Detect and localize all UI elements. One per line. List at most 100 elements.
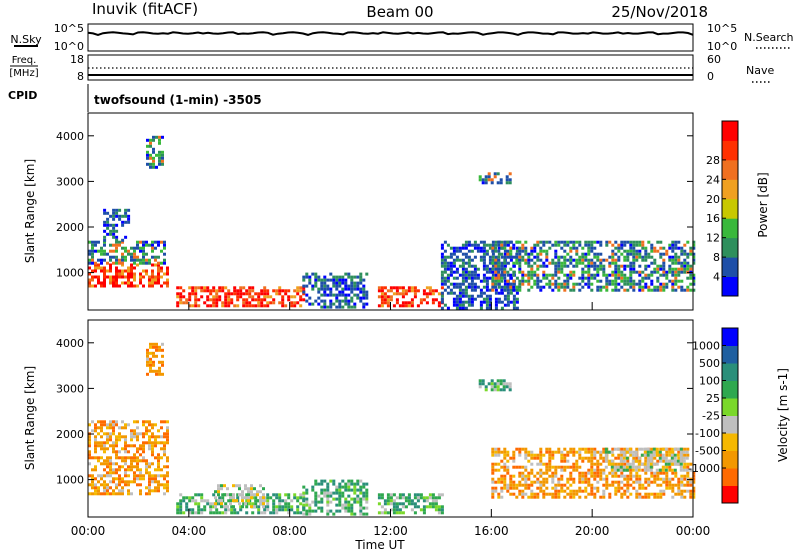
data-cell bbox=[629, 282, 633, 286]
data-cell bbox=[599, 468, 603, 472]
data-cell bbox=[440, 493, 444, 497]
cpid-text: twofsound (1-min) -3505 bbox=[94, 93, 262, 107]
data-cell bbox=[634, 450, 638, 454]
data-cell bbox=[112, 217, 116, 221]
data-cell bbox=[578, 453, 582, 457]
data-cell bbox=[335, 497, 339, 501]
data-cell bbox=[611, 270, 615, 274]
data-cell bbox=[422, 499, 426, 503]
data-cell bbox=[320, 278, 324, 282]
data-cell bbox=[679, 468, 683, 472]
data-cell bbox=[407, 304, 411, 308]
data-cell bbox=[130, 275, 133, 279]
data-cell bbox=[515, 306, 519, 310]
data-cell bbox=[112, 471, 115, 475]
data-cell bbox=[581, 480, 585, 484]
data-cell bbox=[257, 505, 261, 509]
data-cell bbox=[359, 299, 363, 303]
colorbar-segment bbox=[722, 257, 738, 277]
data-cell bbox=[467, 264, 471, 268]
data-cell bbox=[575, 459, 579, 463]
data-cell bbox=[632, 255, 636, 259]
data-cell bbox=[662, 285, 666, 289]
data-cell bbox=[473, 285, 477, 289]
data-cell bbox=[404, 292, 408, 296]
data-cell bbox=[314, 299, 318, 303]
data-cell bbox=[151, 453, 154, 457]
data-cell bbox=[491, 288, 495, 292]
data-cell bbox=[260, 304, 264, 308]
data-cell bbox=[247, 487, 250, 491]
data-cell bbox=[572, 477, 576, 481]
data-cell bbox=[94, 465, 97, 469]
data-cell bbox=[536, 282, 540, 286]
data-cell bbox=[344, 485, 348, 489]
data-cell bbox=[332, 512, 336, 516]
data-cell bbox=[344, 272, 348, 276]
data-cell bbox=[644, 273, 648, 277]
data-cell bbox=[209, 505, 213, 509]
data-cell bbox=[530, 480, 534, 484]
data-cell bbox=[236, 511, 240, 515]
data-cell bbox=[458, 264, 462, 268]
data-cell bbox=[115, 240, 118, 244]
data-cell bbox=[236, 292, 240, 296]
data-cell bbox=[103, 492, 106, 496]
data-cell bbox=[661, 465, 665, 469]
data-cell bbox=[677, 246, 681, 250]
data-cell bbox=[440, 246, 444, 250]
data-cell bbox=[686, 261, 690, 265]
data-cell bbox=[449, 270, 453, 274]
data-cell bbox=[491, 489, 495, 493]
data-cell bbox=[166, 483, 169, 487]
data-cell bbox=[209, 304, 213, 308]
data-cell bbox=[88, 492, 91, 496]
data-cell bbox=[590, 453, 594, 457]
data-cell bbox=[643, 468, 647, 472]
data-cell bbox=[524, 474, 528, 478]
data-cell bbox=[329, 494, 333, 498]
data-cell bbox=[607, 462, 611, 466]
data-cell bbox=[485, 276, 489, 280]
data-cell bbox=[584, 486, 588, 490]
data-cell bbox=[151, 447, 154, 451]
data-cell bbox=[254, 502, 258, 506]
data-cell bbox=[596, 288, 600, 292]
data-cell bbox=[542, 480, 546, 484]
data-cell bbox=[617, 276, 621, 280]
data-cell bbox=[622, 453, 626, 457]
data-cell bbox=[500, 495, 504, 499]
data-cell bbox=[434, 499, 438, 503]
data-cell bbox=[217, 484, 220, 488]
data-cell bbox=[314, 491, 318, 495]
data-cell bbox=[506, 303, 510, 307]
data-cell bbox=[569, 246, 573, 250]
data-cell bbox=[223, 484, 226, 488]
data-cell bbox=[335, 491, 339, 495]
data-cell bbox=[653, 495, 657, 499]
data-cell bbox=[341, 278, 345, 282]
data-cell bbox=[590, 249, 594, 253]
data-cell bbox=[605, 288, 609, 292]
data-cell bbox=[127, 272, 130, 276]
data-cell bbox=[151, 423, 154, 427]
data-cell bbox=[656, 477, 660, 481]
data-cell bbox=[160, 284, 163, 288]
data-cell bbox=[617, 246, 621, 250]
data-cell bbox=[493, 175, 497, 179]
data-cell bbox=[136, 243, 139, 247]
data-cell bbox=[611, 255, 615, 259]
data-cell bbox=[599, 477, 603, 481]
data-cell bbox=[554, 270, 558, 274]
data-cell bbox=[623, 489, 627, 493]
data-cell bbox=[497, 255, 501, 259]
data-cell bbox=[487, 175, 491, 179]
data-cell bbox=[185, 508, 189, 512]
data-cell bbox=[91, 255, 94, 259]
data-cell bbox=[680, 249, 684, 253]
data-cell bbox=[91, 420, 94, 424]
data-cell bbox=[338, 290, 342, 294]
data-cell bbox=[536, 276, 540, 280]
data-cell bbox=[581, 255, 585, 259]
data-cell bbox=[521, 489, 525, 493]
